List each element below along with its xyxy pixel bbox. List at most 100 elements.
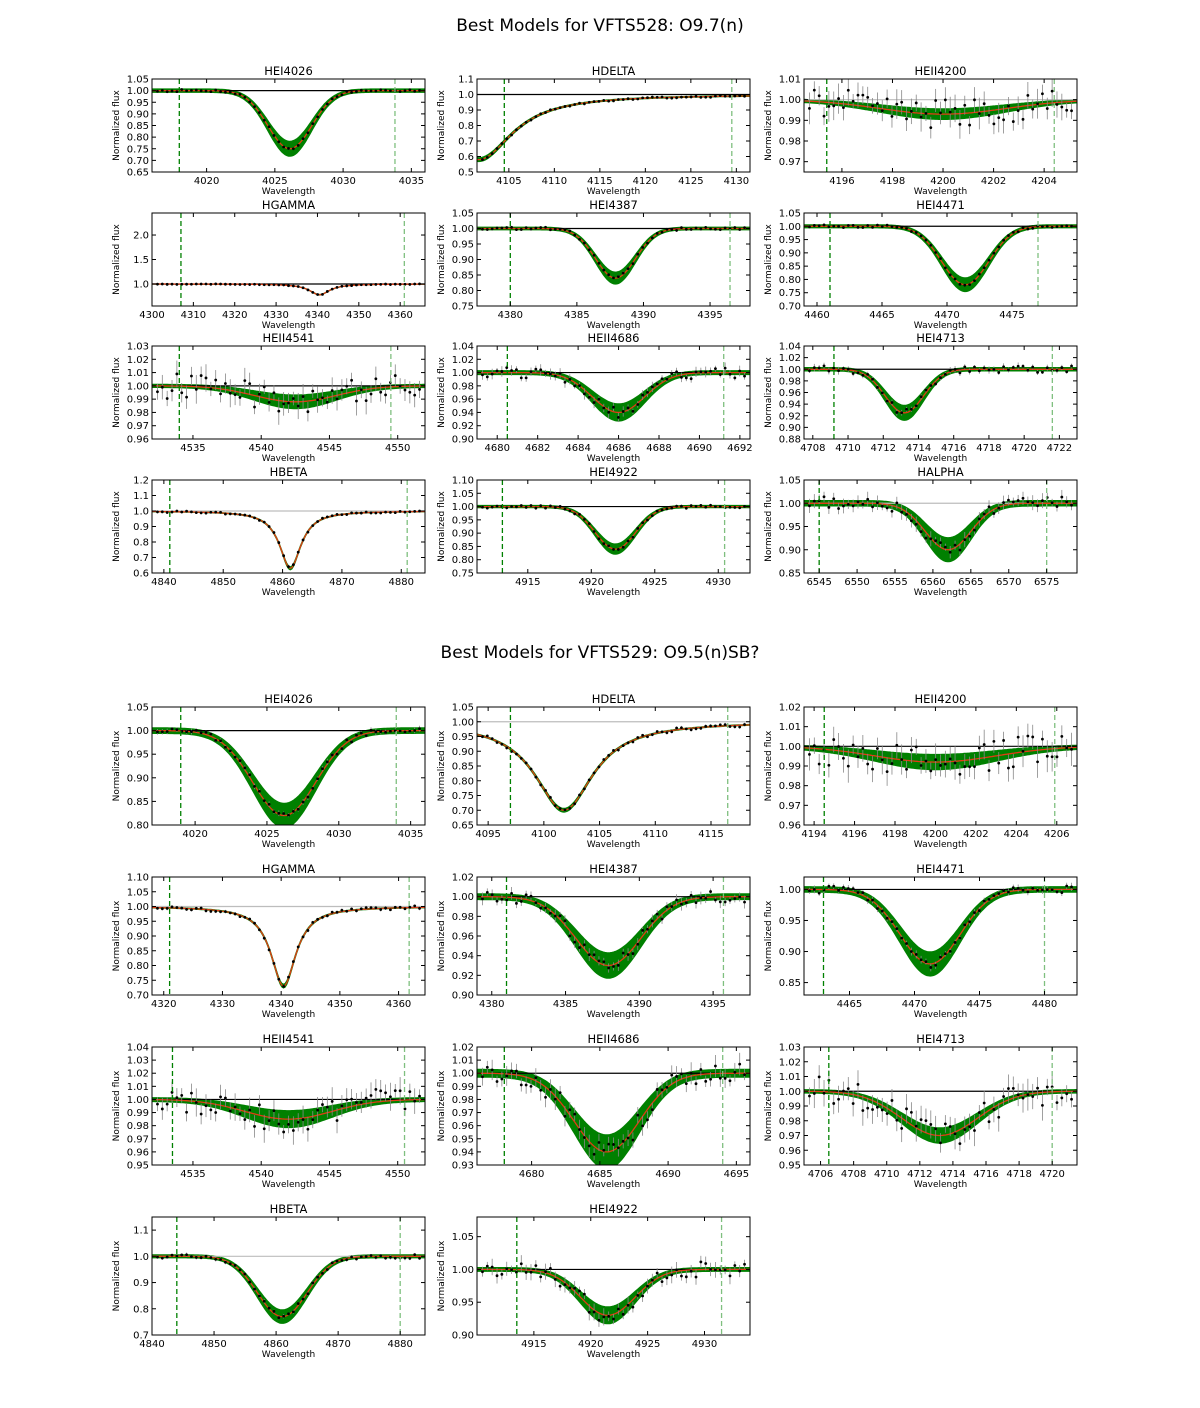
data-point (228, 282, 232, 286)
y-axis-label: Normalized flux (112, 491, 122, 562)
x-tick-label: 4686 (606, 443, 631, 454)
model-grid-band (477, 1267, 750, 1325)
x-tick-label: 4465 (837, 999, 862, 1010)
data-point (224, 90, 227, 94)
data-point (905, 512, 908, 516)
data-point (325, 102, 329, 106)
panel-frame (476, 78, 751, 173)
data-point (953, 941, 957, 944)
data-point (636, 252, 640, 256)
data-point (272, 961, 276, 965)
y-tick-label: 1.05 (779, 209, 801, 220)
data-point (199, 374, 203, 377)
data-point (272, 283, 276, 287)
data-point (842, 504, 845, 508)
data-point (621, 951, 625, 955)
data-point (1002, 365, 1005, 369)
x-tick-label: 4350 (346, 310, 371, 321)
x-tick-label: 4915 (515, 577, 540, 588)
data-point (655, 382, 659, 386)
y-tick-label: 1.01 (779, 722, 801, 733)
x-tick-label: 4470 (902, 999, 927, 1010)
data-point (185, 89, 188, 93)
x-axis-label: Wavelength (914, 454, 967, 464)
data-point (194, 729, 198, 732)
data-point (808, 504, 811, 508)
data-point (709, 1077, 712, 1081)
data-point (190, 374, 193, 378)
data-point (943, 98, 947, 102)
y-tick-label: 1.01 (127, 368, 149, 379)
data-point (403, 1256, 407, 1260)
data-point (311, 1118, 315, 1121)
data-point (262, 936, 266, 940)
data-point (369, 392, 373, 396)
y-tick-label: 0.95 (452, 240, 474, 251)
model-grid-band (477, 504, 750, 555)
y-tick-label: 1.02 (452, 873, 474, 884)
data-point (374, 511, 378, 515)
data-point (582, 392, 586, 396)
panel-plot-area (152, 904, 425, 989)
data-point (529, 227, 533, 231)
data-point (228, 512, 232, 516)
data-point (905, 227, 908, 230)
data-point (190, 1091, 193, 1095)
y-tick-label: 0.80 (452, 555, 474, 566)
data-point (723, 94, 727, 98)
data-point (670, 228, 674, 231)
data-point (1041, 888, 1044, 892)
y-axis-label: Normalized flux (764, 90, 774, 161)
data-point (578, 1289, 581, 1293)
data-point (631, 98, 635, 101)
data-point (389, 89, 392, 93)
data-point (301, 137, 305, 141)
data-point (871, 377, 874, 381)
data-point (248, 1280, 252, 1284)
x-tick-label: 4706 (808, 1169, 833, 1180)
data-point (505, 506, 509, 510)
data-point (194, 906, 198, 910)
data-point (335, 397, 339, 401)
data-point (321, 516, 324, 520)
y-tick-label: 1.00 (127, 902, 149, 913)
data-point (684, 1275, 688, 1279)
y-tick-label: 0.85 (779, 569, 801, 580)
data-point (866, 95, 870, 99)
data-point (544, 1270, 547, 1274)
data-point (578, 946, 581, 949)
data-point (812, 366, 816, 370)
data-point (1036, 1086, 1039, 1090)
panel-plot-area (477, 887, 750, 979)
data-point (311, 122, 315, 126)
data-point (568, 1286, 572, 1290)
data-point (549, 372, 552, 376)
data-point (616, 416, 620, 419)
x-tick-label: 4682 (525, 443, 550, 454)
data-point (728, 725, 732, 728)
data-point (495, 147, 499, 150)
data-point (670, 96, 674, 100)
data-point (257, 283, 261, 287)
data-point (558, 1284, 562, 1288)
data-point (890, 509, 894, 513)
data-point (943, 762, 947, 766)
data-point (194, 1256, 198, 1259)
y-axis-label: Normalized flux (437, 491, 447, 562)
data-point (1021, 888, 1025, 892)
data-point (219, 910, 222, 914)
data-point (243, 766, 247, 770)
data-point (510, 891, 513, 895)
data-point (1060, 891, 1064, 894)
data-point (364, 1096, 368, 1100)
data-point (665, 96, 669, 100)
y-tick-label: 0.95 (779, 235, 801, 246)
x-tick-label: 4714 (906, 443, 931, 454)
data-point (490, 737, 494, 741)
data-point (987, 368, 991, 372)
x-tick-label: 4385 (553, 999, 578, 1010)
data-point (704, 1262, 708, 1265)
panel-title: HGAMMA (262, 198, 315, 212)
panel-plot-area (804, 79, 1077, 139)
data-point (714, 505, 717, 509)
